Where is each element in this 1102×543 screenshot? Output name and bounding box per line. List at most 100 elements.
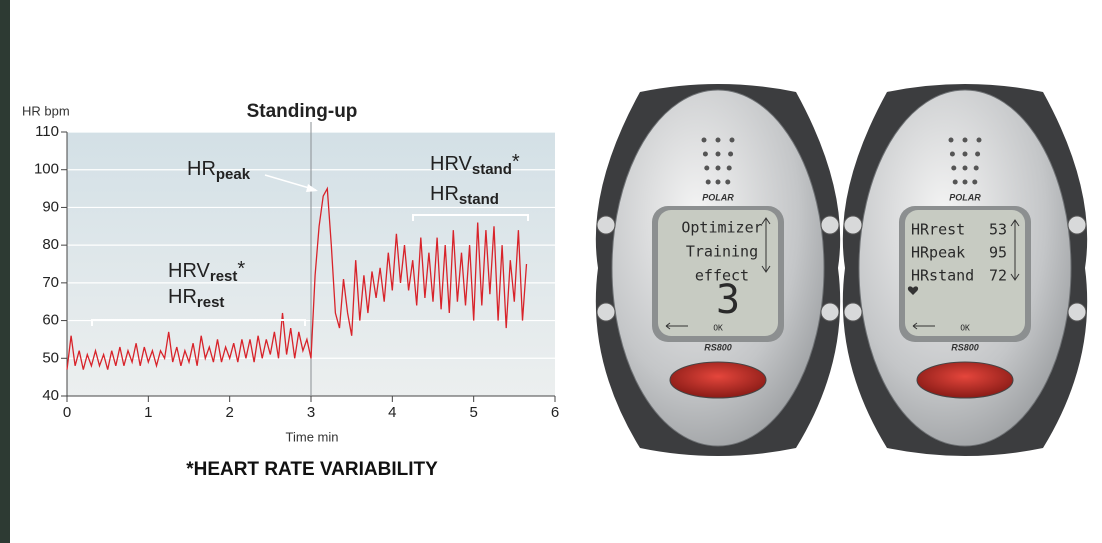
side-button [596, 302, 616, 322]
red-button [669, 361, 767, 399]
speaker-dot [975, 151, 981, 157]
speaker-dot [729, 137, 735, 143]
speaker-dot [962, 137, 968, 143]
heart-icon [907, 286, 919, 295]
side-button [1067, 215, 1087, 235]
speaker-dot [726, 165, 732, 171]
speaker-dot [962, 165, 968, 171]
speaker-dot [973, 165, 979, 171]
chart: 40 50 60 70 80 90 100 110 0 1 2 3 4 5 6 HR bpm Time min S… [22, 101, 559, 480]
screen [658, 210, 778, 336]
scroll-icon [761, 217, 771, 273]
side-button [596, 215, 616, 235]
x-tick-label: 5 [469, 404, 477, 421]
label-sub: stand [472, 161, 512, 178]
label-sub: rest [197, 294, 225, 311]
row-value: 95 [989, 244, 1007, 262]
label-main: HRV [430, 153, 473, 175]
model: RS800 [704, 342, 732, 352]
red-button [916, 361, 1014, 399]
brand: POLAR [949, 192, 981, 202]
y-tick-label: 50 [42, 349, 59, 366]
speaker-dot [715, 137, 721, 143]
watches: POLAROKRS800OptimizerTrainingeffect3POLA… [595, 84, 1088, 456]
speaker-dot [715, 151, 721, 157]
footnote: *HEART RATE VARIABILITY [186, 459, 438, 480]
y-tick-label: 60 [42, 312, 59, 329]
side-button [820, 215, 840, 235]
side-button [843, 302, 863, 322]
label-main: HR [430, 183, 459, 205]
label-suffix: * [512, 151, 520, 173]
ok-label: OK [960, 324, 970, 333]
label-sub: stand [459, 191, 499, 208]
label-suffix: * [237, 258, 245, 280]
y-tick-label: 100 [34, 161, 59, 178]
speaker-dot [702, 151, 708, 157]
x-tick-label: 6 [551, 404, 559, 421]
y-tick-label: 70 [42, 274, 59, 291]
watch: POLAR OK RS800 HRrest 53 HRpeak 95 HRstand 72 [842, 84, 1088, 456]
x-tick-label: 4 [388, 404, 396, 421]
scroll-icon [1010, 219, 1020, 281]
row-value: 72 [989, 267, 1007, 285]
speaker-dot [728, 151, 734, 157]
hr-line [66, 186, 528, 370]
row-label: HRstand [911, 267, 974, 285]
side-button [843, 215, 863, 235]
speaker-dot [976, 137, 982, 143]
speaker-dot [962, 151, 968, 157]
row-value: 53 [989, 221, 1007, 239]
x-tick-label: 2 [225, 404, 233, 421]
side-button [820, 302, 840, 322]
hr-label: HRrest [168, 286, 224, 311]
x-tick-label: 3 [307, 404, 315, 421]
model: RS800 [951, 342, 979, 352]
speaker-dot [949, 151, 955, 157]
speaker-dot [715, 179, 721, 185]
label-main: HRV [168, 260, 211, 282]
screen-line: Training [686, 243, 758, 261]
speaker-dot [725, 179, 731, 185]
side-button [1067, 302, 1087, 322]
label-sub: peak [216, 166, 251, 183]
speaker-dot [952, 179, 958, 185]
row-label: HRpeak [911, 244, 965, 262]
y-tick-label: 110 [35, 123, 59, 140]
peak-arrowhead [306, 184, 318, 192]
back-icon [912, 322, 935, 330]
label-main: HR [187, 158, 216, 180]
ok-label: OK [713, 324, 723, 333]
hr-label: HRVstand* [430, 151, 520, 178]
hr-label: HRstand [430, 183, 499, 208]
hr-label: HRpeak [187, 158, 251, 183]
speaker-dot [715, 165, 721, 171]
speaker-dot [701, 137, 707, 143]
speaker-dot [962, 179, 968, 185]
photo-strip [0, 0, 10, 543]
y-tick-label: 90 [42, 198, 59, 215]
screen-line: effect [695, 267, 749, 285]
speaker-dot [948, 137, 954, 143]
x-tick-label: 1 [144, 404, 152, 421]
rest-bracket [91, 319, 306, 326]
x-axis-label: Time min [286, 429, 339, 444]
hr-label: HRVrest* [168, 258, 245, 285]
screen-big: 3 [716, 277, 740, 323]
y-tick-label: 80 [42, 236, 59, 253]
back-icon [665, 322, 688, 330]
label-sub: rest [210, 268, 238, 285]
speaker-dot [704, 165, 710, 171]
screen-line: Optimizer [681, 219, 762, 237]
y-tick-label: 40 [42, 387, 59, 404]
row-label: HRrest [911, 221, 965, 239]
y-axis-label: HR bpm [22, 103, 70, 118]
brand: POLAR [702, 192, 734, 202]
stand-bracket [412, 214, 529, 221]
screen [905, 210, 1025, 336]
speaker-dot [951, 165, 957, 171]
speaker-dot [705, 179, 711, 185]
speaker-dot [972, 179, 978, 185]
